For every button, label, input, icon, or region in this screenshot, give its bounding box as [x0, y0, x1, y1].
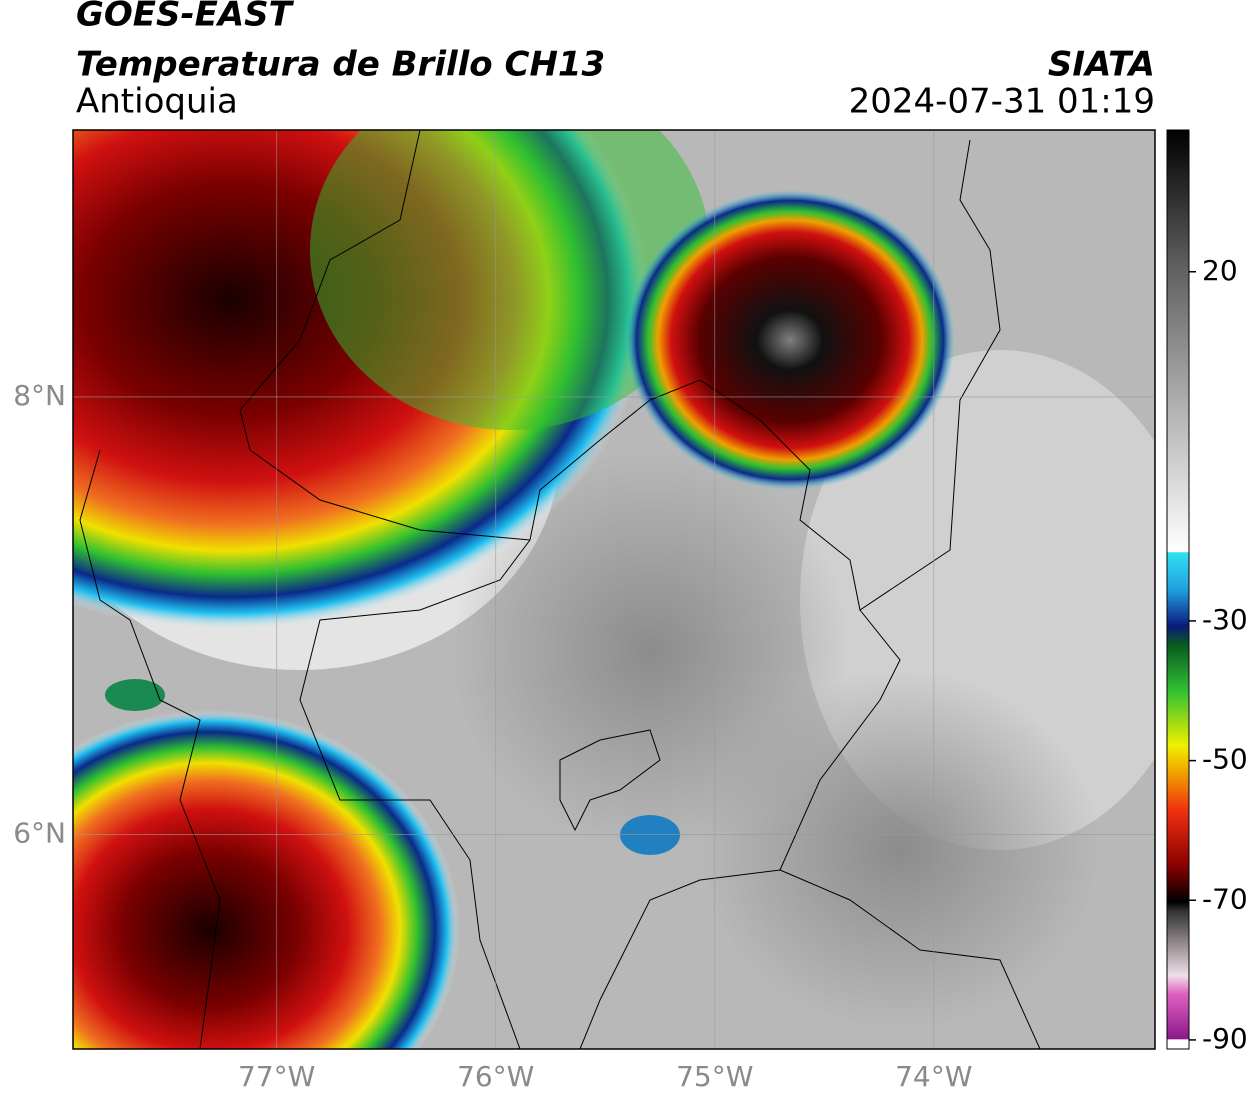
subtitle: Temperatura de Brillo CH13: [76, 45, 605, 85]
region: Antioquia: [76, 82, 238, 122]
x-tick-label: 76°W: [457, 1060, 534, 1093]
x-tick-label: 75°W: [676, 1060, 753, 1093]
title: GOES-EAST: [76, 0, 295, 35]
x-tick-label: 77°W: [238, 1060, 315, 1093]
timestamp: 2024-07-31 01:19: [849, 82, 1155, 122]
graticule: [73, 130, 1155, 1049]
satellite-image: [73, 130, 1155, 1049]
map-frame: [72, 129, 1156, 1050]
colorbar-tick-label: -70: [1202, 882, 1248, 915]
y-tick-label: 6°N: [13, 817, 66, 850]
colorbar-tick-label: -50: [1202, 743, 1248, 776]
colorbar-tick-label: 20: [1202, 254, 1238, 287]
colorbar-tick-label: -30: [1202, 603, 1248, 636]
colorbar-tick-label: -90: [1202, 1022, 1248, 1055]
x-tick-label: 74°W: [895, 1060, 972, 1093]
source: SIATA: [1048, 45, 1155, 85]
colorbar: [1166, 129, 1190, 1050]
colorbar-ticks: 20 -30 -50 -70 -90: [1189, 254, 1248, 1055]
y-tick-label: 8°N: [13, 379, 66, 412]
